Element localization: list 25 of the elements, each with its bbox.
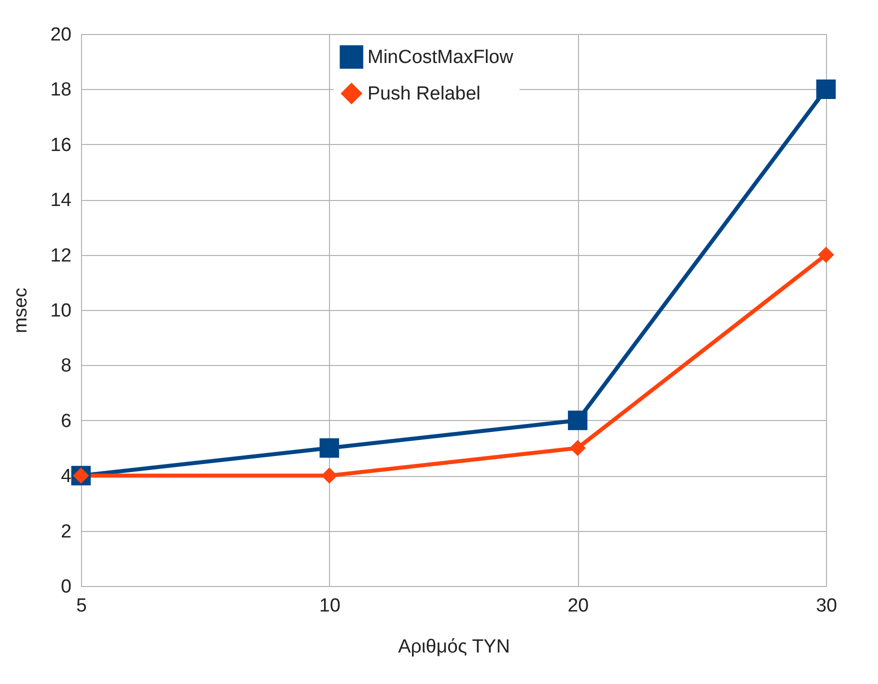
y-tick-label: 14	[50, 190, 72, 212]
y-tick-label: 8	[60, 356, 72, 377]
y-tick-label: 20	[50, 24, 72, 46]
legend-label: MinCostMaxFlow	[368, 47, 514, 68]
y-tick-label: 2	[60, 521, 72, 542]
y-tick-label: 18	[50, 80, 72, 101]
point	[816, 79, 836, 99]
point	[818, 246, 834, 263]
point	[568, 410, 588, 430]
y-axis-title: msec	[10, 288, 32, 334]
legend-label: Push Relabel	[368, 84, 481, 104]
x-axis-title: Αριθμός ΤΥΝ	[398, 636, 510, 658]
x-tick-label: 30	[816, 596, 838, 616]
y-tick-label: 6	[60, 410, 72, 432]
y-tick-label: 0	[60, 576, 72, 598]
y-tick-label: 10	[50, 300, 72, 322]
point	[321, 468, 338, 484]
point	[320, 438, 340, 458]
x-tick-label: 20	[568, 596, 589, 616]
x-tick-label: 5	[76, 596, 87, 616]
y-tick-label: 16	[50, 134, 72, 156]
y-tick-label: 4	[60, 466, 72, 488]
x-tick-label: 10	[319, 596, 340, 616]
point	[570, 440, 586, 456]
y-tick-label: 12	[50, 245, 72, 266]
